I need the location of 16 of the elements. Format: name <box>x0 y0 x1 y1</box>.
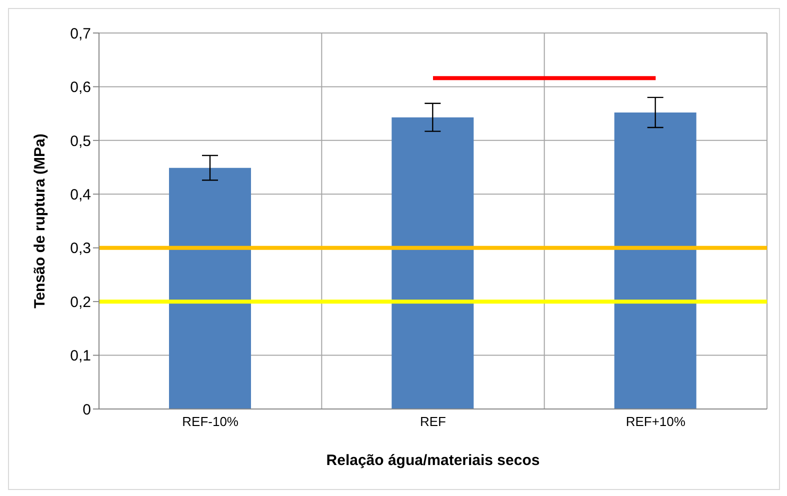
y-tick-label: 0,2 <box>70 294 91 311</box>
x-tick-label: REF+10% <box>626 414 686 430</box>
y-tick-label: 0,1 <box>70 348 91 365</box>
y-tick-label: 0,3 <box>70 240 91 258</box>
x-axis-title: Relação água/materiais secos <box>326 452 540 469</box>
bar <box>392 117 474 409</box>
bar <box>614 112 696 409</box>
x-tick-label: REF-10% <box>182 414 239 430</box>
y-tick-label: 0,5 <box>70 132 91 150</box>
x-tick-label: REF <box>420 414 446 430</box>
y-tick-label: 0 <box>82 401 91 418</box>
y-tick-label: 0,7 <box>70 25 91 42</box>
y-axis-title: Tensão de ruptura (MPa) <box>31 134 48 308</box>
y-tick-label: 0,6 <box>70 79 91 96</box>
bar <box>169 168 251 409</box>
y-tick-label: 0,4 <box>70 186 91 204</box>
